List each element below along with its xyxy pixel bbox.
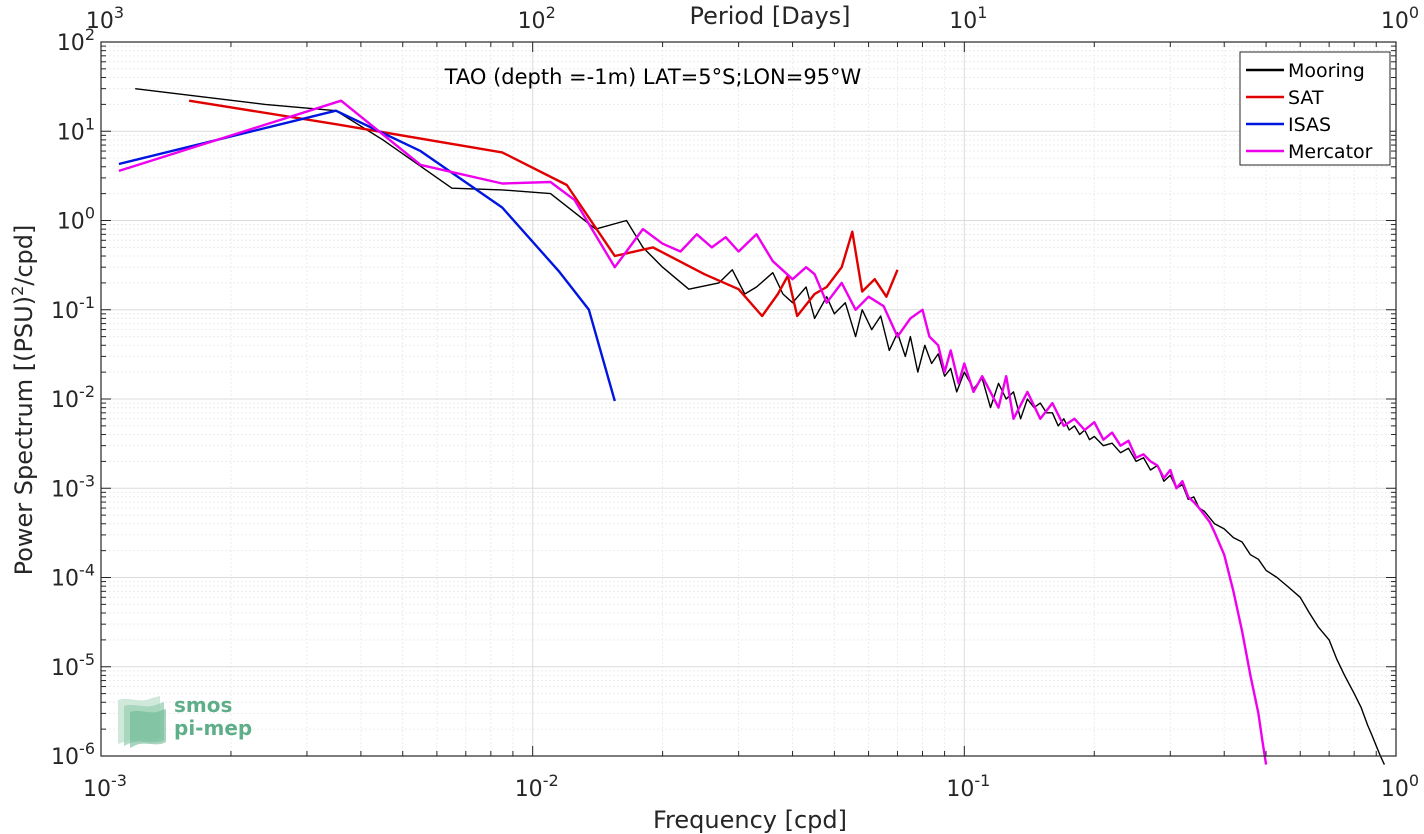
grid — [100, 42, 1396, 757]
series-line-isas — [118, 109, 616, 402]
top-tick-label: 102 — [518, 3, 556, 34]
x-tick-label: 10-2 — [515, 771, 559, 802]
series-line-mercator — [118, 99, 1268, 765]
series-line-sat — [188, 99, 899, 318]
chart-title: TAO (depth =-1m) LAT=5°S;LON=95°W — [444, 65, 862, 89]
y-axis-title-tail: /cpd] — [10, 225, 38, 286]
legend: Mooring SAT ISAS Mercator — [1239, 51, 1391, 166]
y-axis-title-sup: 2 — [8, 286, 27, 296]
y-tick-label: 10-6 — [51, 739, 95, 770]
legend-label-sat: SAT — [1288, 87, 1324, 109]
y-tick-label: 101 — [57, 114, 95, 145]
y-axis-title: Power Spectrum [(PSU)2/cpd] — [8, 225, 38, 576]
y-tick-label: 10-4 — [51, 561, 95, 592]
top-tick-label: 100 — [1381, 3, 1419, 34]
y-tick-label: 102 — [57, 25, 95, 56]
y-tick-label: 10-3 — [51, 471, 95, 502]
logo-text-pimep: pi-mep — [174, 716, 252, 740]
y-tick-label: 10-1 — [51, 293, 95, 324]
y-tick-label: 10-2 — [51, 382, 95, 413]
y-axis-title-main: Power Spectrum [(PSU) — [10, 296, 38, 575]
series-line-mooring — [135, 88, 1386, 765]
smos-pimep-logo: smos pi-mep — [118, 693, 252, 748]
logo-text-smos: smos — [174, 693, 232, 717]
legend-label-mooring: Mooring — [1288, 60, 1365, 82]
series-lines — [118, 88, 1386, 765]
x-tick-label: 10-1 — [946, 771, 990, 802]
top-tick-label: 103 — [86, 3, 124, 34]
logo-emblem-icon — [118, 696, 166, 748]
y-tick-label: 10-5 — [51, 650, 95, 681]
legend-label-mercator: Mercator — [1288, 141, 1373, 163]
legend-label-isas: ISAS — [1288, 114, 1331, 136]
y-tick-label: 100 — [57, 204, 95, 235]
x-tick-label: 100 — [1381, 771, 1419, 802]
x-axis-title: Frequency [cpd] — [653, 806, 847, 834]
x-tick-label: 10-3 — [83, 771, 127, 802]
top-tick-label: 101 — [949, 3, 987, 34]
top-axis-title: Period [Days] — [689, 2, 850, 30]
